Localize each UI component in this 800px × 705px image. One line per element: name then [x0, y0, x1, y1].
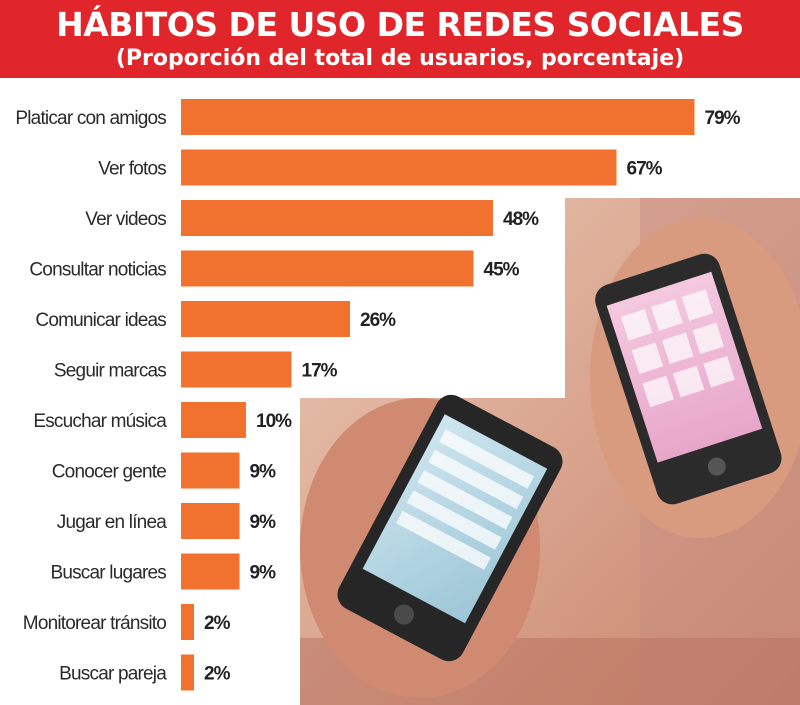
bar-4 [181, 250, 474, 287]
category-label: Conocer gente [52, 462, 166, 483]
value-label: 9% [250, 512, 277, 533]
bar-3 [181, 200, 493, 236]
value-label: 48% [503, 209, 539, 230]
value-label: 9% [250, 462, 277, 483]
chart-header: HÁBITOS DE USO DE REDES SOCIALES (Propor… [0, 0, 800, 78]
value-label: 79% [705, 108, 741, 129]
value-label: 45% [484, 260, 520, 281]
category-label: Platicar con amigos [15, 108, 166, 129]
value-label: 17% [302, 361, 338, 382]
category-label: Buscar pareja [59, 664, 167, 685]
bar-2 [181, 149, 617, 186]
value-label: 67% [627, 159, 663, 180]
category-label: Ver videos [85, 209, 166, 230]
bar-8 [181, 452, 240, 489]
category-label: Escuchar música [33, 411, 167, 432]
bar-chart: Platicar con amigos 79% Ver fotos 67% Ver vi… [15, 99, 742, 691]
value-label: 2% [204, 613, 231, 634]
bar-6 [181, 351, 292, 388]
bar-12 [181, 654, 194, 691]
chart-subtitle: (Proporción del total de usuarios, porce… [115, 46, 685, 71]
category-label: Ver fotos [98, 159, 166, 180]
category-label: Jugar en línea [57, 512, 167, 533]
bar-9 [181, 503, 240, 539]
category-label: Monitorear tránsito [23, 613, 166, 634]
bars-layer: Platicar con amigos 79% Ver fotos 67% Ver vi… [15, 99, 742, 691]
category-label: Seguir marcas [54, 361, 166, 382]
bar-5 [181, 301, 350, 337]
bar-1 [181, 99, 695, 135]
bar-11 [181, 604, 194, 640]
category-label: Consultar noticias [29, 260, 166, 281]
bar-7 [181, 402, 246, 438]
bar-10 [181, 553, 240, 590]
chart-title: HÁBITOS DE USO DE REDES SOCIALES [56, 5, 744, 44]
value-label: 26% [360, 310, 396, 331]
value-label: 2% [204, 664, 231, 685]
smartphones-photo [300, 198, 800, 705]
value-label: 10% [256, 411, 292, 432]
category-label: Comunicar ideas [35, 310, 166, 331]
value-label: 9% [250, 563, 277, 584]
category-label: Buscar lugares [50, 563, 166, 584]
